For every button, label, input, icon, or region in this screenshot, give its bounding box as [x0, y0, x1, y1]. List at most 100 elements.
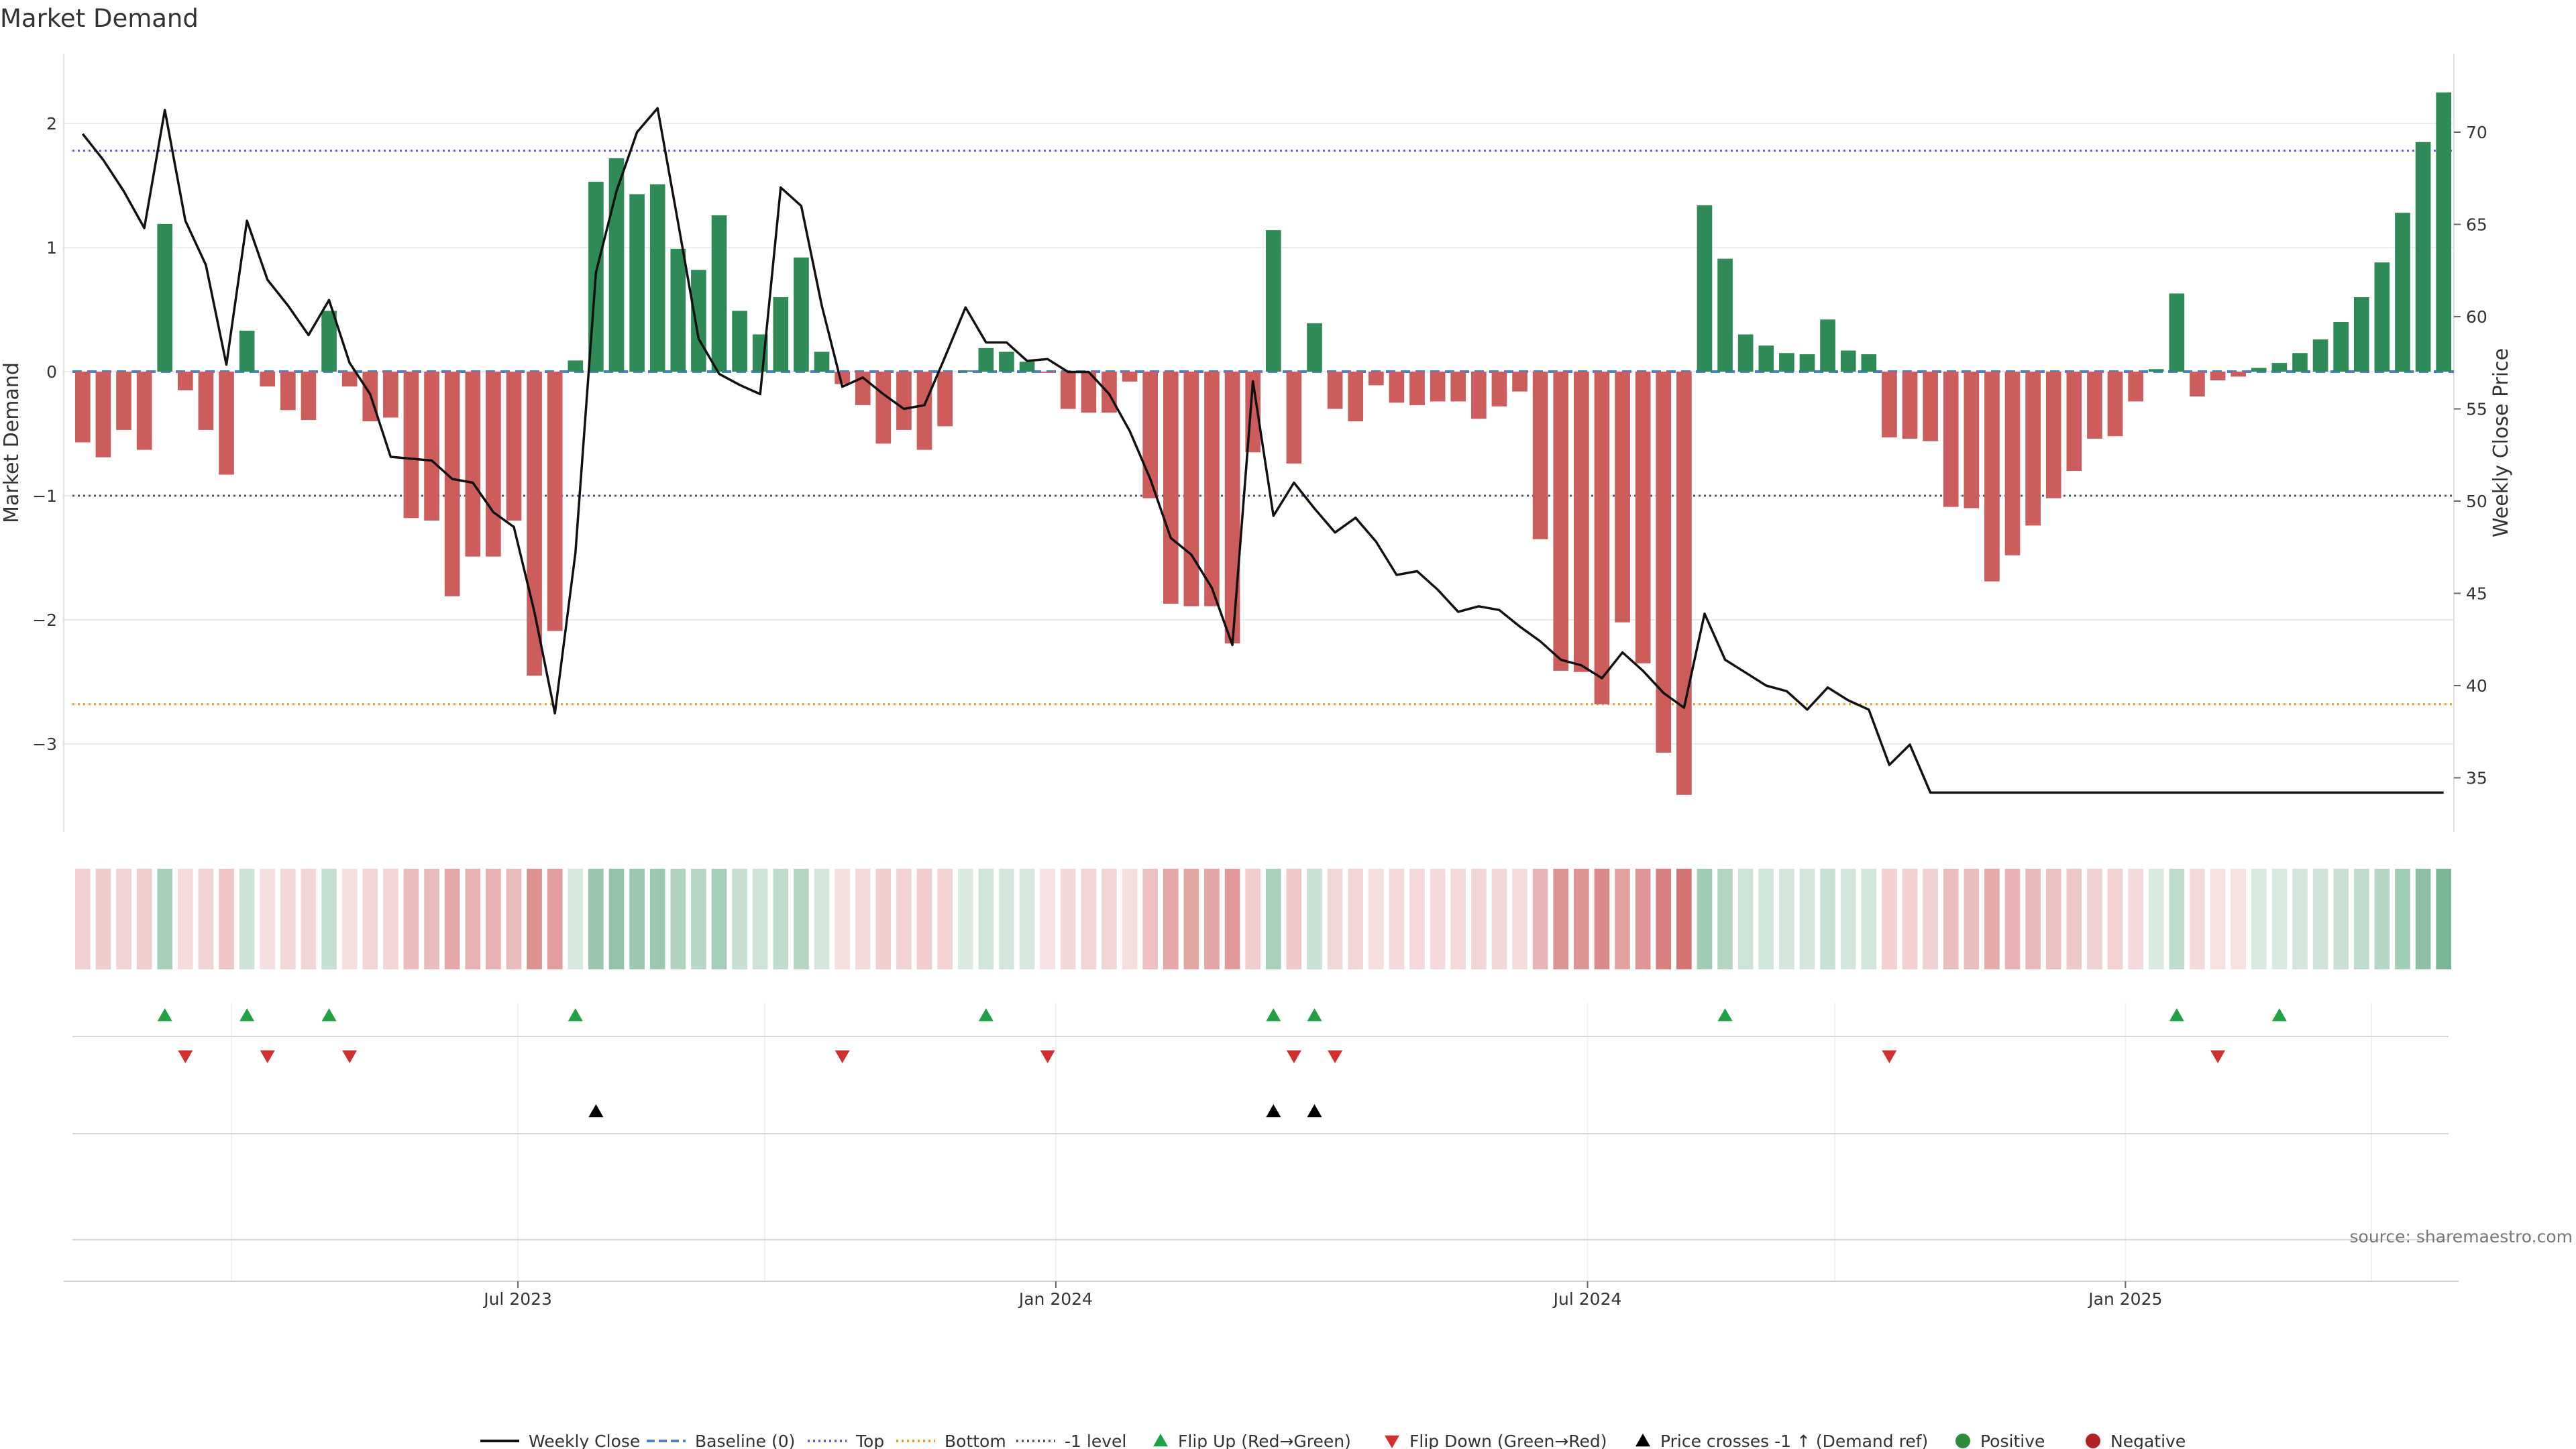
y-tick-label: 0 [46, 362, 57, 382]
strip-cell [2231, 869, 2246, 969]
demand-bar [1553, 372, 1569, 671]
strip-cell [2333, 869, 2349, 969]
y2-tick-label: 65 [2466, 215, 2487, 235]
strip-cell [2128, 869, 2143, 969]
strip-cell [2353, 869, 2369, 969]
strip-cell [2087, 869, 2102, 969]
strip-cell [1676, 869, 1692, 969]
strip-cell [2004, 869, 2021, 969]
flip-up-marker [1266, 1008, 1281, 1022]
demand-bar [1923, 372, 1938, 441]
strip-cell [280, 869, 296, 969]
strip-cell [937, 869, 953, 969]
legend-label: Price crosses -1 ↑ (Demand ref) [1660, 1432, 1928, 1449]
strip-cell [1081, 869, 1097, 969]
strip-cell [321, 869, 337, 969]
strip-cell [1307, 869, 1322, 969]
demand-bar [670, 248, 686, 372]
demand-bar [1943, 372, 1959, 507]
demand-bar [1163, 372, 1179, 604]
strip-cell [1512, 869, 1527, 969]
strip-cell [1615, 869, 1630, 969]
y2-tick-label: 40 [2466, 676, 2487, 696]
demand-bar [1902, 372, 1918, 439]
demand-bar [1840, 350, 1856, 372]
legend-item: Baseline (0) [647, 1432, 795, 1449]
demand-bar [1779, 353, 1794, 372]
y2-tick-label: 70 [2466, 123, 2487, 142]
flip-down-marker [2210, 1050, 2226, 1063]
demand-bar [1758, 345, 1774, 372]
strip-cell [1574, 869, 1589, 969]
weekly-close-polyline [81, 107, 2444, 794]
strip-cell [1122, 869, 1138, 969]
demand-bar [2148, 369, 2164, 372]
flip-down-marker [342, 1050, 358, 1063]
strip-cell [362, 869, 378, 969]
demand-bar [1491, 372, 1507, 407]
x-tick-label: Jan 2024 [1018, 1289, 1093, 1309]
demand-bar [403, 372, 419, 519]
strip-cell [506, 869, 522, 969]
demand-bar [506, 372, 522, 521]
strip-cell [1348, 869, 1364, 969]
strip-cell [568, 869, 584, 969]
flip-up-marker [568, 1008, 583, 1022]
legend-swatch [1153, 1434, 1168, 1447]
strip-cell [2251, 869, 2267, 969]
strip-cell [2066, 869, 2082, 969]
y2-tick-label: 55 [2466, 400, 2487, 419]
strip-cell [1840, 869, 1856, 969]
y-axis-label: Market Demand [0, 362, 23, 523]
strip-cell [1286, 869, 1302, 969]
demand-bar [732, 311, 747, 372]
demand-bar [2415, 142, 2431, 372]
demand-bar [957, 370, 973, 372]
strip-cell [444, 869, 460, 969]
demand-bar [1102, 372, 1117, 413]
demand-bar [2087, 372, 2102, 439]
flip-up-marker [157, 1008, 172, 1022]
x-tick-label: Jul 2024 [1552, 1289, 1622, 1309]
y-tick-label: 2 [46, 114, 57, 133]
strip-cell [1532, 869, 1548, 969]
demand-bar [383, 372, 398, 418]
demand-bar [916, 372, 932, 450]
strip-cell [691, 869, 706, 969]
chart-title: Market Demand [0, 4, 199, 33]
source-note: source: sharemaestro.com [2350, 1227, 2573, 1246]
demand-bar [937, 372, 953, 427]
demand-bar [2333, 322, 2349, 372]
x-axis-ticks: Jul 2023 Jan 2024 Jul 2024 Jan 2025 [482, 1281, 2162, 1309]
strip-cell [2436, 869, 2452, 969]
strip-cell [1430, 869, 1446, 969]
strip-cell [732, 869, 747, 969]
strip-cell [1491, 869, 1507, 969]
strip-cell [547, 869, 563, 969]
legend-item: Top [808, 1432, 884, 1449]
legend-item: Flip Down (Green→Red) [1385, 1432, 1607, 1449]
strip-cell [157, 869, 173, 969]
demand-bar [1594, 372, 1610, 704]
demand-bar [1882, 372, 1897, 438]
strip-cell [1450, 869, 1466, 969]
strip-cell [219, 869, 234, 969]
demand-bar [1183, 372, 1199, 606]
strip-cell [136, 869, 152, 969]
flip-down-marker [1882, 1050, 1897, 1063]
strip-cell [1656, 869, 1672, 969]
strip-cell [875, 869, 892, 969]
legend-label: Flip Down (Green→Red) [1409, 1432, 1607, 1449]
flip-down-marker [1040, 1050, 1055, 1063]
demand-bar [608, 158, 625, 372]
legend-label: Bottom [945, 1432, 1006, 1449]
demand-heat-strip [74, 869, 2452, 969]
y-tick-label: −3 [32, 735, 57, 754]
strip-cell [794, 869, 809, 969]
strip-cell [1327, 869, 1343, 969]
demand-bar [2395, 213, 2410, 372]
demand-bar [1737, 334, 1754, 372]
demand-bar [2045, 372, 2061, 498]
strip-cell [177, 869, 193, 969]
x-tick-label: Jul 2023 [482, 1289, 552, 1309]
